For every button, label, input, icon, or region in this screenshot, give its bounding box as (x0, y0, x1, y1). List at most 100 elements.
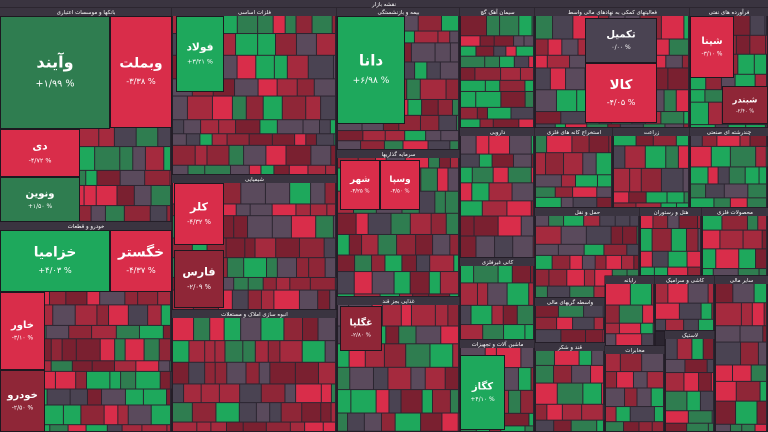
tile-name: خزامیا (34, 245, 77, 261)
tile (0, 370, 45, 432)
filler-tile (458, 413, 460, 431)
filler-tile (334, 134, 336, 145)
filler-tile (602, 383, 603, 404)
filler-tile (338, 294, 354, 296)
filler-tile (730, 198, 747, 207)
filler-tile (291, 216, 316, 238)
filler-tile (435, 191, 445, 213)
filler-tile (525, 426, 533, 431)
filler-tile (173, 403, 192, 422)
filler-tile (476, 236, 495, 257)
filler-tile (421, 168, 437, 191)
tile-change: -۲/۸۰ % (351, 333, 371, 339)
filler-tile (405, 131, 426, 141)
filler-tile (274, 290, 299, 309)
filler-tile (493, 119, 519, 127)
filler-tile (646, 192, 667, 203)
filler-tile (261, 384, 285, 403)
filler-tile (547, 55, 570, 68)
filler-tile (703, 249, 716, 269)
filler-tile (474, 216, 498, 236)
sector-header (460, 340, 535, 348)
sector-header (337, 8, 460, 16)
filler-tile (477, 107, 487, 119)
filler-tile (641, 251, 652, 267)
filler-tile (536, 216, 549, 226)
filler-tile (96, 185, 117, 206)
filler-tile (314, 79, 335, 96)
filler-tile (666, 391, 687, 411)
filler-tile (43, 405, 63, 425)
filler-tile (691, 90, 705, 102)
filler-tile (350, 367, 373, 390)
filler-tile (536, 330, 561, 342)
filler-tile (501, 426, 525, 431)
filler-tile (716, 401, 736, 424)
tile-name: فولاد (186, 41, 213, 54)
filler-tile (145, 170, 170, 185)
sector-header (535, 343, 605, 351)
filler-tile (224, 318, 241, 341)
filler-tile (148, 305, 161, 325)
filler-tile (717, 136, 740, 146)
filler-tile (715, 125, 728, 127)
filler-tile (95, 147, 120, 170)
filler-tile (226, 422, 243, 431)
filler-tile (114, 361, 136, 371)
filler-tile (407, 79, 420, 99)
tile (174, 183, 224, 245)
filler-tile (161, 305, 170, 325)
filler-tile (764, 303, 766, 326)
tile-name: کگاز (471, 380, 493, 393)
filler-tile (160, 371, 170, 389)
filler-tile (63, 405, 81, 425)
filler-tile (724, 184, 748, 198)
filler-tile (435, 43, 450, 62)
filler-tile (614, 192, 629, 203)
filler-tile (536, 269, 549, 286)
filler-tile (512, 266, 531, 283)
filler-tile (591, 365, 603, 383)
sector-label: چندرشته ای صنعتی (707, 130, 751, 136)
filler-tile (691, 146, 711, 167)
filler-tile (150, 206, 167, 221)
filler-tile (282, 96, 306, 120)
filler-tile (688, 267, 700, 275)
filler-tile (713, 269, 738, 275)
filler-tile (679, 303, 701, 319)
filler-tile (115, 339, 125, 361)
filler-tile (642, 334, 653, 345)
filler-tile (609, 136, 611, 153)
filler-tile (492, 154, 513, 167)
filler-tile (521, 348, 533, 368)
filler-tile (504, 325, 525, 339)
filler-tile (70, 389, 87, 405)
tile (340, 306, 382, 351)
filler-tile (348, 413, 364, 431)
filler-tile (164, 147, 170, 170)
filler-tile (616, 407, 630, 422)
filler-tile (450, 141, 458, 149)
filler-tile (661, 16, 684, 39)
filler-tile (232, 96, 246, 120)
filler-tile (312, 16, 332, 34)
filler-tile (355, 255, 372, 272)
filler-tile (691, 74, 706, 90)
filler-tile (750, 16, 765, 35)
filler-tile (716, 284, 733, 303)
filler-tile (461, 236, 476, 257)
filler-tile (760, 381, 766, 401)
filler-tile (268, 341, 280, 362)
filler-tile (651, 90, 664, 112)
filler-tile (411, 43, 435, 62)
filler-tile (87, 285, 100, 305)
sector-label: سرمایه گذاریها (382, 151, 416, 158)
filler-tile (699, 373, 711, 391)
filler-tile (552, 255, 570, 269)
filler-tile (226, 238, 245, 258)
filler-tile (472, 167, 493, 183)
filler-tile (720, 230, 743, 249)
filler-tile (321, 96, 335, 120)
filler-tile (338, 367, 350, 390)
filler-tile (536, 306, 558, 317)
